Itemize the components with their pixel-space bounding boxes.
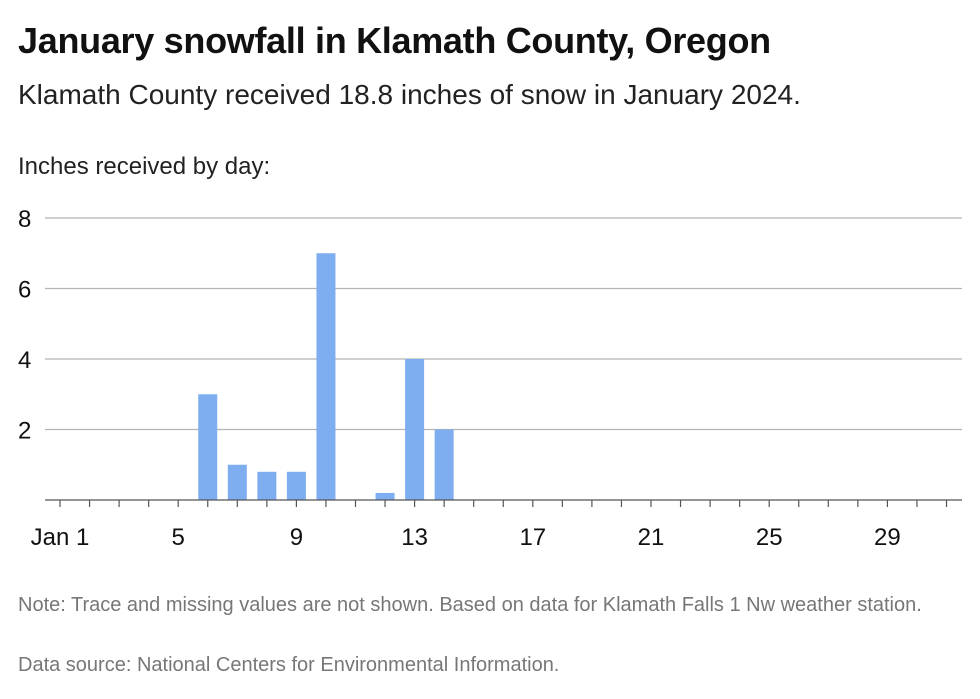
- bar-day-12: [375, 492, 395, 500]
- x-tick-label-1: Jan 1: [31, 524, 90, 551]
- bar-day-9: [286, 471, 306, 500]
- x-tick-label-5: 5: [172, 524, 185, 551]
- bar-day-7: [227, 464, 247, 500]
- chart-subtitle: Klamath County received 18.8 inches of s…: [18, 79, 801, 110]
- data-source: Data source: National Centers for Enviro…: [18, 654, 560, 676]
- chart-note: Note: Trace and missing values are not s…: [18, 594, 922, 616]
- x-tick-label-17: 17: [519, 524, 546, 551]
- bar-day-14: [434, 429, 454, 500]
- x-tick-label-21: 21: [638, 524, 665, 551]
- x-tick-label-25: 25: [756, 524, 783, 551]
- y-tick-label-8: 8: [18, 206, 31, 233]
- bar-day-13: [405, 359, 425, 500]
- chart-title: January snowfall in Klamath County, Oreg…: [18, 20, 771, 61]
- y-tick-label-2: 2: [18, 418, 31, 445]
- x-tick-label-13: 13: [401, 524, 428, 551]
- x-tick-label-29: 29: [874, 524, 901, 551]
- bar-day-8: [257, 471, 277, 500]
- x-tick-label-9: 9: [290, 524, 303, 551]
- y-tick-label-6: 6: [18, 277, 31, 304]
- y-axis-label: Inches received by day:: [18, 153, 271, 180]
- bar-day-6: [198, 394, 218, 500]
- bar-day-10: [316, 253, 336, 500]
- snowfall-bar-chart: 2 4 6 8 Jan 1 5 9 13 17 21 25 29: [18, 206, 962, 551]
- y-tick-label-4: 4: [18, 347, 31, 374]
